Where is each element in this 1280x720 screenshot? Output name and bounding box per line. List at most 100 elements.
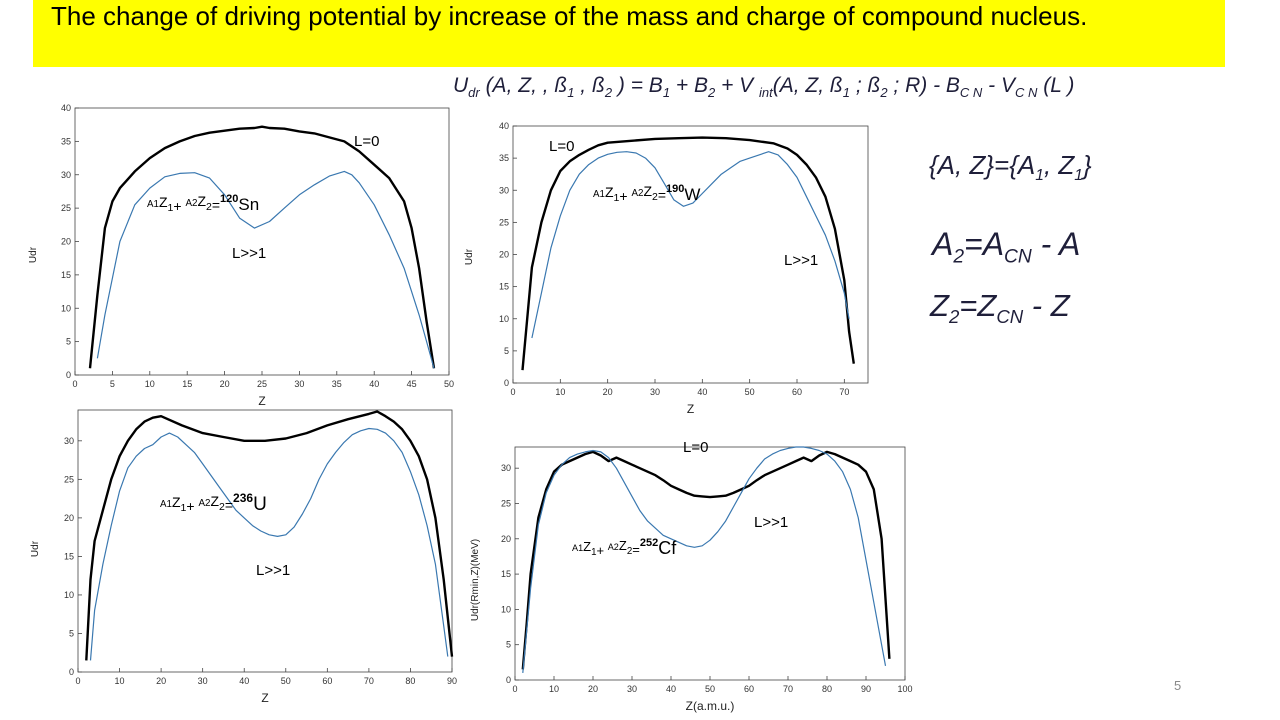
sn-x-tick-label: 45 <box>407 379 417 389</box>
u-x-axis-title: Z <box>261 691 268 705</box>
a2-relation: A2=ACN - A <box>932 226 1081 268</box>
sn-x-tick-label: 50 <box>444 379 454 389</box>
cf-x-tick-label: 20 <box>588 684 598 694</box>
cf-series-l0-line <box>521 450 891 670</box>
sn-x-tick-label: 10 <box>145 379 155 389</box>
sn-y-tick-label: 40 <box>61 103 71 113</box>
cf-y-tick-label: 15 <box>501 569 511 579</box>
w-x-tick-label: 40 <box>697 387 707 397</box>
u-x-tick-label: 10 <box>115 676 125 686</box>
u-y-tick-label: 0 <box>69 667 74 677</box>
u-x-tick-label: 0 <box>75 676 80 686</box>
cf-x-tick-label: 30 <box>627 684 637 694</box>
cf-x-tick-label: 60 <box>744 684 754 694</box>
w-y-tick-label: 20 <box>499 250 509 260</box>
w-y-axis-title: Udr <box>464 248 475 265</box>
w-y-tick-label: 15 <box>499 282 509 292</box>
w-x-tick-label: 50 <box>745 387 755 397</box>
u-series-l0-line <box>85 410 454 661</box>
u-reaction-label: A1Z1+ A2Z2=236U <box>160 491 267 515</box>
u-y-tick-label: 15 <box>64 551 74 561</box>
cf-y-tick-label: 0 <box>506 675 511 685</box>
u-x-tick-label: 50 <box>281 676 291 686</box>
cf-lbig-label: L>>1 <box>754 514 788 531</box>
sn-y-tick-label: 30 <box>61 170 71 180</box>
sn-x-tick-label: 0 <box>72 379 77 389</box>
u-y-axis-title: Udr <box>30 540 41 557</box>
driving-potential-formula: Udr (A, Z, , ß1 , ß2 ) = B1 + B2 + V int… <box>453 74 1075 101</box>
sn-x-tick-label: 5 <box>110 379 115 389</box>
cf-y-axis-title: Udr(Rmin,Z)(MeV) <box>470 539 481 621</box>
w-y-tick-label: 35 <box>499 153 509 163</box>
u-y-tick-label: 25 <box>64 474 74 484</box>
u-y-tick-label: 10 <box>64 590 74 600</box>
sn-series-l0-line <box>88 125 436 369</box>
u-x-tick-label: 90 <box>447 676 457 686</box>
u-x-tick-label: 40 <box>239 676 249 686</box>
u-x-tick-label: 60 <box>322 676 332 686</box>
sn-y-tick-label: 35 <box>61 136 71 146</box>
cf-x-tick-label: 80 <box>822 684 832 694</box>
w-lbig-label: L>>1 <box>784 252 818 269</box>
sn-y-tick-label: 5 <box>66 337 71 347</box>
w-y-tick-label: 40 <box>499 121 509 131</box>
w-x-tick-label: 60 <box>792 387 802 397</box>
sn-lbig-label: L>>1 <box>232 245 266 262</box>
page-number: 5 <box>1174 678 1182 693</box>
w-x-tick-label: 70 <box>839 387 849 397</box>
sn-y-tick-label: 0 <box>66 370 71 380</box>
sn-x-tick-label: 15 <box>182 379 192 389</box>
sn-x-axis-title: Z <box>258 394 265 408</box>
w-x-tick-label: 30 <box>650 387 660 397</box>
sn-y-tick-label: 10 <box>61 303 71 313</box>
u-series-lbig-line <box>89 427 449 661</box>
sn-y-tick-label: 25 <box>61 203 71 213</box>
sn-x-tick-label: 30 <box>294 379 304 389</box>
cf-x-tick-label: 90 <box>861 684 871 694</box>
cf-x-tick-label: 40 <box>666 684 676 694</box>
w-x-tick-label: 10 <box>555 387 565 397</box>
w-y-tick-label: 0 <box>504 378 509 388</box>
sn-y-axis-title: Udr <box>28 246 39 263</box>
cf-y-tick-label: 10 <box>501 604 511 614</box>
sn-plot-frame <box>74 107 450 376</box>
sn-x-tick-label: 20 <box>220 379 230 389</box>
cf-y-tick-label: 20 <box>501 534 511 544</box>
cf-x-axis-title: Z(a.m.u.) <box>686 699 735 713</box>
w-y-tick-label: 25 <box>499 217 509 227</box>
u-y-tick-label: 30 <box>64 436 74 446</box>
w-y-tick-label: 30 <box>499 185 509 195</box>
w-y-tick-label: 5 <box>504 346 509 356</box>
cf-x-tick-label: 50 <box>705 684 715 694</box>
slide-title: The change of driving potential by incre… <box>51 1 1088 31</box>
cf-x-tick-label: 100 <box>897 684 912 694</box>
u-x-tick-label: 70 <box>364 676 374 686</box>
sn-reaction-label: A1Z1+ A2Z2=120Sn <box>147 193 259 214</box>
w-reaction-label: A1Z1+ A2Z2=190W <box>593 183 700 204</box>
sn-x-tick-label: 40 <box>369 379 379 389</box>
set-relation: {A, Z}={A1, Z1} <box>929 150 1092 185</box>
w-y-tick-label: 10 <box>499 314 509 324</box>
u-y-tick-label: 5 <box>69 628 74 638</box>
cf-l0-label: L=0 <box>683 439 708 456</box>
cf-series-lbig-line <box>522 446 887 673</box>
cf-y-tick-label: 30 <box>501 463 511 473</box>
title-banner: The change of driving potential by incre… <box>33 0 1225 67</box>
cf-y-tick-label: 5 <box>506 640 511 650</box>
z2-relation: Z2=ZCN - Z <box>930 288 1070 328</box>
cf-x-tick-label: 70 <box>783 684 793 694</box>
w-l0-label: L=0 <box>549 138 574 155</box>
u-lbig-label: L>>1 <box>256 562 290 579</box>
cf-x-tick-label: 0 <box>512 684 517 694</box>
w-series-lbig-line <box>531 151 850 339</box>
sn-x-tick-label: 35 <box>332 379 342 389</box>
u-x-tick-label: 20 <box>156 676 166 686</box>
u-y-tick-label: 20 <box>64 513 74 523</box>
u-plot-frame <box>77 409 453 673</box>
cf-y-tick-label: 25 <box>501 498 511 508</box>
sn-y-tick-label: 15 <box>61 270 71 280</box>
w-x-axis-title: Z <box>687 402 694 416</box>
sn-x-tick-label: 25 <box>257 379 267 389</box>
sn-y-tick-label: 20 <box>61 237 71 247</box>
